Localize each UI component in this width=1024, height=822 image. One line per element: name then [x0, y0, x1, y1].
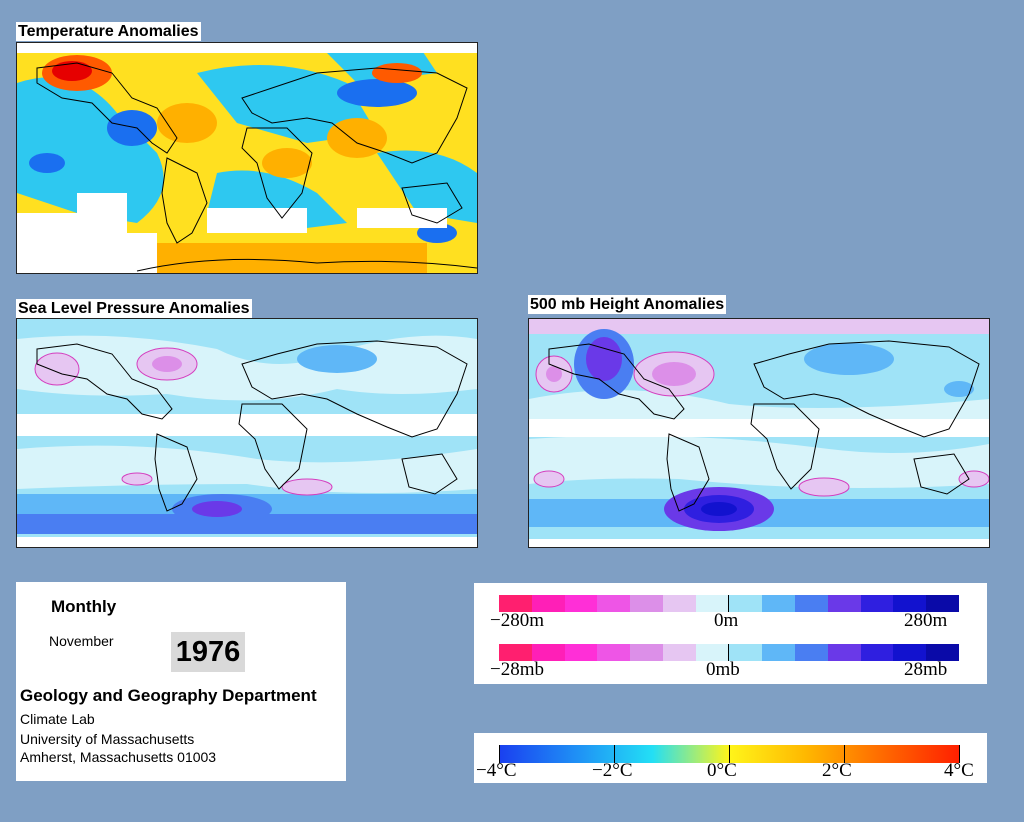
height-legend-swatch: [893, 595, 927, 612]
height-legend-swatch: [860, 595, 894, 612]
height-max-label: 280m: [904, 610, 948, 631]
height-legend-swatch: [597, 595, 631, 612]
height500-map-title: 500 mb Height Anomalies: [528, 295, 727, 314]
pressure-legend-swatch: [926, 644, 959, 661]
temperature-anomaly-map: [16, 42, 478, 274]
info-panel: Monthly November 1976 Geology and Geogra…: [16, 582, 346, 781]
lab-label: Climate Lab: [20, 711, 95, 727]
pressure-min-label: −28mb: [490, 659, 544, 680]
pressure-max-label: 28mb: [904, 659, 948, 680]
height-min-label: −280m: [490, 610, 544, 631]
temperature-map-title: Temperature Anomalies: [16, 22, 201, 41]
pressure-legend-swatch: [860, 644, 894, 661]
height-legend-swatch: [795, 595, 828, 612]
height-legend-swatch: [926, 595, 959, 612]
temperature-tick-label: −2°C: [592, 760, 633, 781]
height-legend-swatch: [499, 595, 532, 612]
slp-map-title: Sea Level Pressure Anomalies: [16, 299, 252, 318]
temperature-tick-label: 4°C: [944, 760, 974, 781]
height-legend-swatch: [531, 595, 565, 612]
pressure-legend-swatch: [499, 644, 532, 661]
500mb-height-anomaly-map: [528, 318, 990, 548]
temperature-tick: [729, 745, 730, 763]
temperature-legend: −4°C −2°C 0°C 2°C 4°C: [474, 733, 987, 783]
period-label: Monthly: [51, 597, 117, 616]
pressure-legend-swatch: [597, 644, 631, 661]
height-pressure-legend: −280m 0m 280m −28mb 0mb 28mb: [474, 583, 987, 684]
pressure-legend-swatch: [662, 644, 696, 661]
pressure-legend-swatch: [893, 644, 927, 661]
height-mid-label: 0m: [714, 610, 739, 631]
address-label: Amherst, Massachusetts 01003: [20, 749, 217, 765]
height-legend-swatch: [662, 595, 696, 612]
temperature-tick-label: −4°C: [476, 760, 517, 781]
pressure-legend-swatch: [695, 644, 729, 661]
year-label: 1976: [171, 632, 245, 672]
pressure-colorbar: [499, 644, 959, 661]
sea-level-pressure-anomaly-map: [16, 318, 478, 548]
height-legend-swatch: [728, 595, 763, 612]
pressure-legend-swatch: [728, 644, 763, 661]
temperature-tick: [614, 745, 615, 763]
height-legend-swatch: [762, 595, 796, 612]
temperature-tick: [959, 745, 960, 763]
pressure-mid-label: 0mb: [706, 659, 740, 680]
height-legend-swatch: [564, 595, 598, 612]
pressure-legend-swatch: [795, 644, 828, 661]
temperature-tick-label: 0°C: [707, 760, 737, 781]
pressure-legend-swatch: [564, 644, 598, 661]
height-legend-swatch: [630, 595, 663, 612]
temperature-tick-label: 2°C: [822, 760, 852, 781]
height-legend-swatch: [695, 595, 729, 612]
department-label: Geology and Geography Department: [20, 686, 317, 705]
temperature-tick: [499, 745, 500, 763]
height-legend-swatch: [827, 595, 861, 612]
pressure-legend-swatch: [762, 644, 796, 661]
pressure-legend-swatch: [531, 644, 565, 661]
month-label: November: [49, 633, 114, 649]
pressure-legend-swatch: [630, 644, 663, 661]
university-label: University of Massachusetts: [20, 731, 195, 747]
pressure-legend-swatch: [827, 644, 861, 661]
height-colorbar: [499, 595, 959, 612]
temperature-tick: [844, 745, 845, 763]
